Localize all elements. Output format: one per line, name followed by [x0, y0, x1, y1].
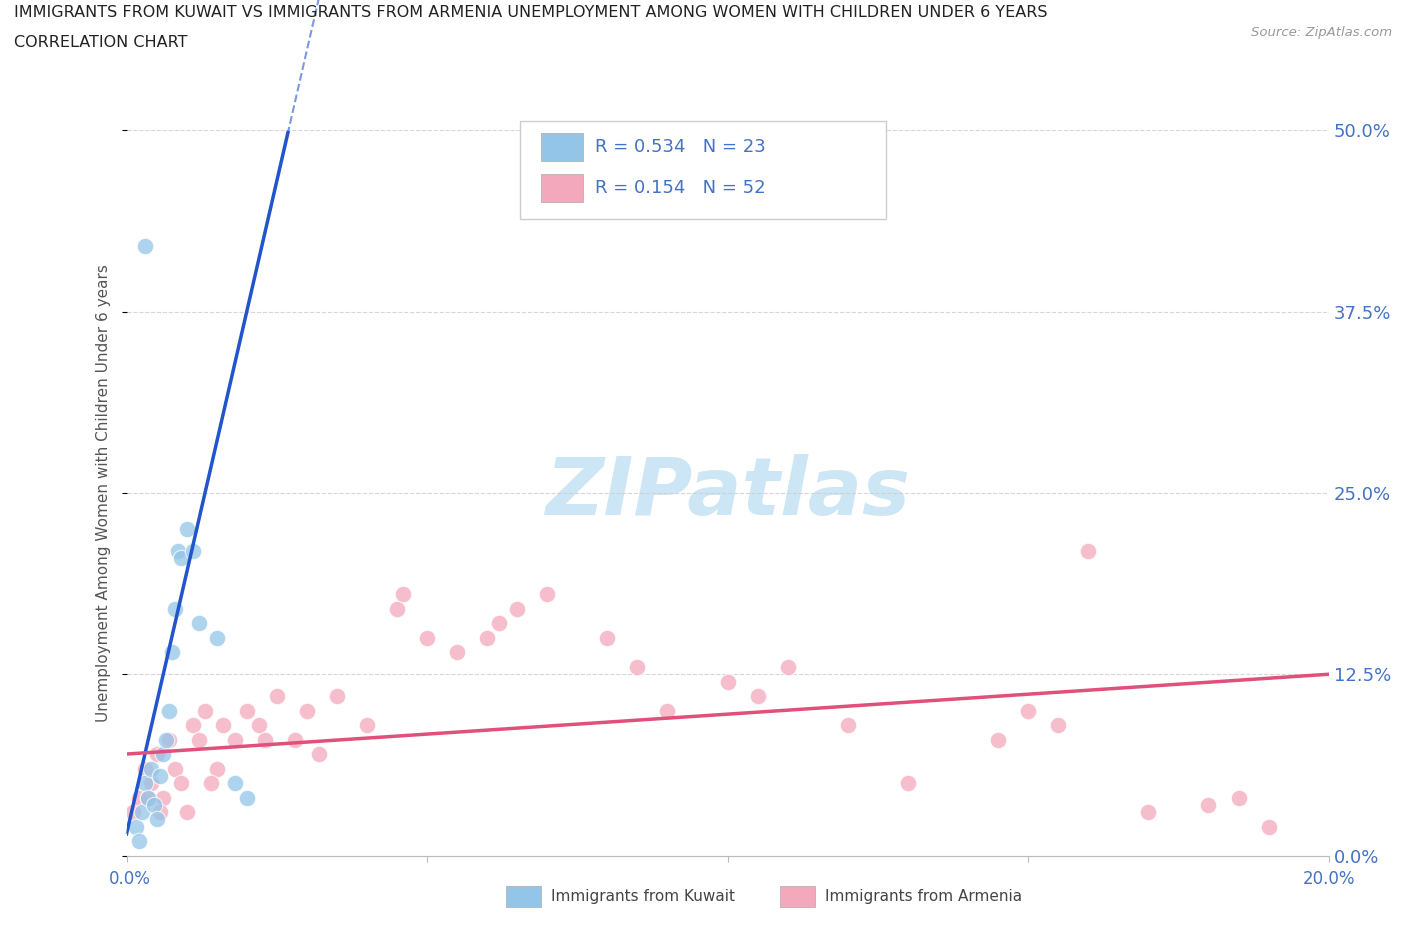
Point — [139, 776, 162, 790]
Point — [136, 790, 159, 805]
Point — [121, 804, 143, 819]
Point — [187, 616, 209, 631]
Point — [987, 732, 1010, 747]
Point — [166, 543, 188, 558]
Text: R = 0.154   N = 52: R = 0.154 N = 52 — [595, 179, 765, 197]
Point — [134, 761, 156, 776]
Point — [181, 718, 204, 733]
Point — [142, 797, 165, 812]
Point — [253, 732, 276, 747]
Y-axis label: Unemployment Among Women with Children Under 6 years: Unemployment Among Women with Children U… — [96, 264, 111, 722]
Text: Immigrants from Armenia: Immigrants from Armenia — [825, 889, 1022, 904]
Point — [1227, 790, 1250, 805]
Point — [139, 761, 162, 776]
Point — [1137, 804, 1160, 819]
Point — [1197, 797, 1219, 812]
Point — [157, 732, 180, 747]
Point — [247, 718, 270, 733]
Text: 0.0%: 0.0% — [108, 870, 150, 887]
Point — [163, 761, 186, 776]
Text: IMMIGRANTS FROM KUWAIT VS IMMIGRANTS FROM ARMENIA UNEMPLOYMENT AMONG WOMEN WITH : IMMIGRANTS FROM KUWAIT VS IMMIGRANTS FRO… — [14, 5, 1047, 20]
Point — [200, 776, 222, 790]
Point — [235, 790, 259, 805]
Point — [205, 631, 228, 645]
Text: Source: ZipAtlas.com: Source: ZipAtlas.com — [1251, 26, 1392, 39]
Point — [163, 602, 186, 617]
Point — [149, 804, 172, 819]
Point — [897, 776, 920, 790]
Point — [326, 688, 349, 703]
Point — [124, 819, 146, 834]
Point — [224, 732, 246, 747]
Point — [1047, 718, 1070, 733]
Point — [211, 718, 233, 733]
Point — [128, 833, 150, 848]
Point — [266, 688, 288, 703]
Point — [295, 703, 318, 718]
Point — [134, 776, 156, 790]
Point — [155, 732, 177, 747]
Point — [1257, 819, 1279, 834]
Point — [308, 747, 330, 762]
Text: 20.0%: 20.0% — [1302, 870, 1355, 887]
Point — [488, 616, 510, 631]
Point — [160, 645, 183, 660]
Point — [169, 776, 191, 790]
Text: R = 0.534   N = 23: R = 0.534 N = 23 — [595, 138, 765, 156]
Point — [149, 768, 172, 783]
Point — [128, 790, 150, 805]
Point — [657, 703, 679, 718]
Point — [1017, 703, 1039, 718]
Text: ZIPatlas: ZIPatlas — [546, 454, 910, 532]
Point — [157, 703, 180, 718]
Point — [1077, 543, 1099, 558]
Point — [169, 551, 191, 565]
Point — [392, 587, 415, 602]
Point — [134, 239, 156, 254]
Point — [356, 718, 378, 733]
Point — [776, 659, 799, 674]
Text: CORRELATION CHART: CORRELATION CHART — [14, 35, 187, 50]
Point — [747, 688, 769, 703]
Text: Immigrants from Kuwait: Immigrants from Kuwait — [551, 889, 735, 904]
Point — [596, 631, 619, 645]
Point — [385, 602, 408, 617]
Point — [416, 631, 439, 645]
Point — [145, 812, 167, 827]
Point — [205, 761, 228, 776]
Point — [716, 674, 740, 689]
Point — [506, 602, 529, 617]
Point — [152, 790, 174, 805]
Point — [131, 804, 153, 819]
Point — [446, 645, 468, 660]
Point — [235, 703, 259, 718]
Point — [224, 776, 246, 790]
Point — [136, 790, 159, 805]
Point — [181, 543, 204, 558]
Point — [176, 804, 198, 819]
Point — [837, 718, 859, 733]
Point — [626, 659, 648, 674]
Point — [145, 747, 167, 762]
Point — [475, 631, 498, 645]
Point — [284, 732, 307, 747]
Point — [176, 522, 198, 537]
Point — [194, 703, 217, 718]
Point — [187, 732, 209, 747]
Point — [536, 587, 558, 602]
Point — [152, 747, 174, 762]
